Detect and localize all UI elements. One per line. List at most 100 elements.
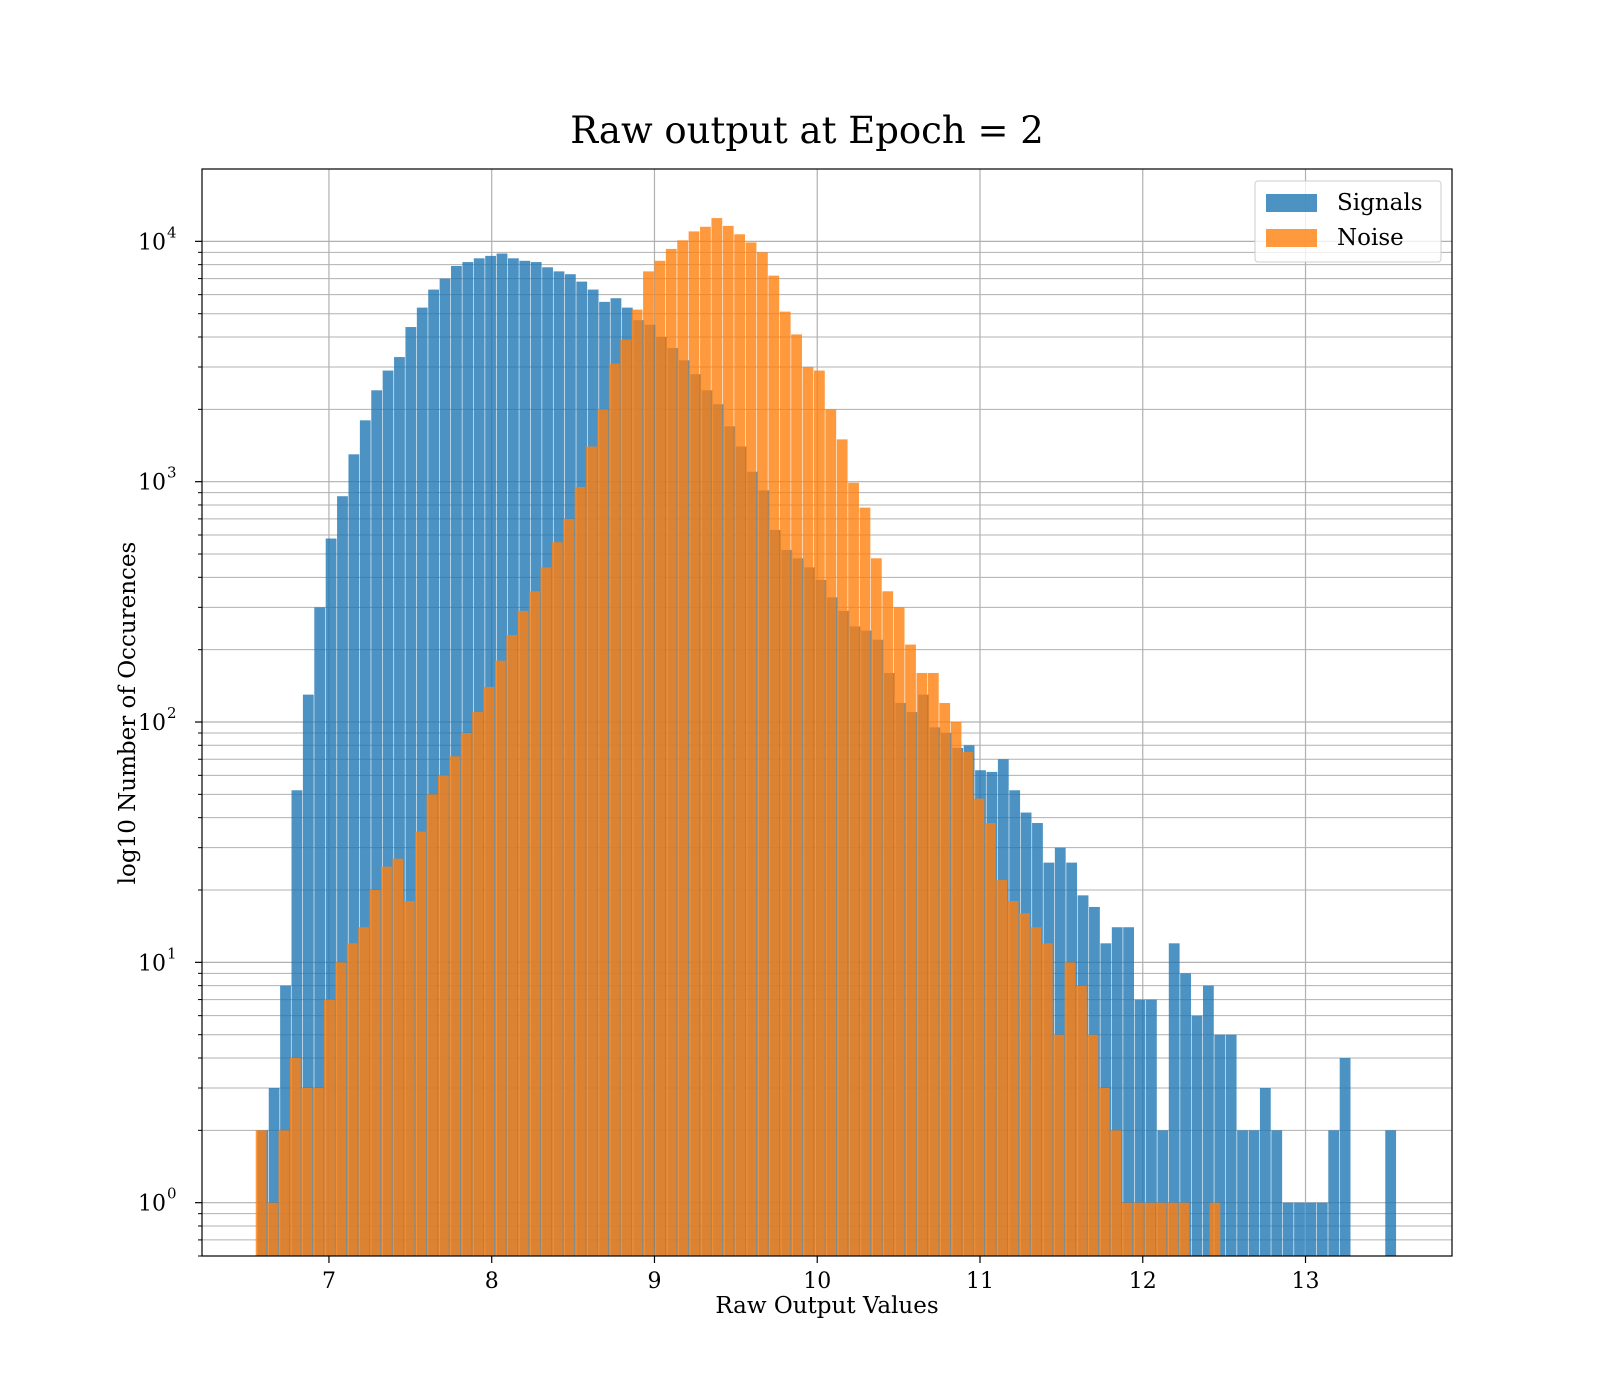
noise-bar bbox=[494, 660, 506, 1256]
noise-bar bbox=[665, 248, 677, 1257]
noise-bar bbox=[916, 672, 928, 1256]
noise-bar bbox=[574, 487, 586, 1256]
signals-bar bbox=[359, 420, 371, 1257]
chart-title: Raw output at Epoch = 2 bbox=[570, 109, 1044, 152]
legend: Signals Noise bbox=[1254, 180, 1442, 263]
x-tick-label: 13 bbox=[1292, 1269, 1320, 1294]
signals-bar bbox=[428, 289, 440, 1256]
signals-bar bbox=[1294, 1202, 1305, 1256]
legend-swatch-noise bbox=[1266, 229, 1317, 247]
signals-bar bbox=[405, 327, 417, 1256]
y-tick-exponent: 2 bbox=[167, 704, 177, 722]
noise-bar bbox=[620, 339, 632, 1256]
noise-bar bbox=[631, 309, 643, 1257]
noise-bar bbox=[460, 733, 472, 1256]
noise-bar bbox=[597, 409, 609, 1257]
signals-bar bbox=[1248, 1130, 1260, 1256]
noise-bar bbox=[1098, 1088, 1110, 1256]
y-tick-label: 10 bbox=[138, 1192, 166, 1217]
noise-bar bbox=[438, 775, 449, 1256]
noise-bar bbox=[392, 858, 404, 1256]
noise-bar bbox=[608, 363, 620, 1257]
plot-frame bbox=[201, 168, 1453, 1257]
noise-bar bbox=[802, 367, 814, 1256]
noise-bar bbox=[768, 275, 780, 1256]
signals-bar bbox=[1202, 985, 1214, 1256]
noise-bar bbox=[870, 558, 882, 1256]
noise-bar bbox=[415, 831, 427, 1256]
noise-bar bbox=[369, 890, 381, 1256]
signals-bar bbox=[1271, 1130, 1283, 1256]
noise-bar bbox=[267, 1202, 278, 1256]
noise-bar bbox=[346, 943, 358, 1256]
noise-bar bbox=[381, 866, 392, 1256]
noise-bar bbox=[1064, 962, 1076, 1256]
noise-bar bbox=[882, 591, 894, 1256]
noise-bar bbox=[677, 240, 689, 1256]
noise-bar bbox=[973, 798, 985, 1256]
noise-bar bbox=[1121, 1202, 1133, 1256]
noise-bar bbox=[335, 962, 347, 1256]
signals-bar bbox=[1134, 999, 1146, 1256]
signals-bar bbox=[1305, 1202, 1317, 1256]
signals-bar bbox=[348, 454, 360, 1256]
noise-bar bbox=[1110, 1130, 1121, 1256]
signals-bar bbox=[1339, 1057, 1351, 1256]
noise-bar bbox=[1155, 1202, 1167, 1256]
signals-bar bbox=[371, 390, 383, 1256]
y-tick-exponent: 4 bbox=[167, 223, 177, 241]
noise-bar bbox=[1041, 943, 1053, 1256]
signals-bar bbox=[1146, 999, 1157, 1256]
signals-bar bbox=[337, 496, 348, 1257]
noise-bar bbox=[540, 567, 552, 1256]
noise-bar bbox=[791, 334, 802, 1256]
x-tick-label: 10 bbox=[803, 1269, 831, 1294]
signals-bar bbox=[1157, 1130, 1169, 1256]
noise-bar bbox=[403, 901, 415, 1256]
signals-bar bbox=[325, 538, 337, 1256]
noise-bar bbox=[586, 446, 597, 1256]
x-tick-label: 8 bbox=[485, 1269, 499, 1294]
noise-bar bbox=[1019, 913, 1030, 1256]
signals-bar bbox=[1316, 1202, 1328, 1256]
signals-bar bbox=[314, 607, 326, 1256]
noise-bar bbox=[688, 231, 700, 1256]
noise-bar bbox=[517, 610, 529, 1256]
noise-bar bbox=[996, 880, 1008, 1256]
noise-bar bbox=[757, 252, 768, 1257]
noise-bar bbox=[745, 242, 757, 1256]
noise-bar bbox=[472, 712, 483, 1256]
signals-bar bbox=[268, 1088, 280, 1256]
signals-bar bbox=[1259, 1088, 1271, 1256]
noise-bar bbox=[289, 1057, 301, 1256]
x-tick-label: 11 bbox=[966, 1269, 994, 1294]
noise-bar bbox=[563, 518, 575, 1256]
signals-bar bbox=[280, 985, 291, 1256]
noise-bar bbox=[255, 1130, 267, 1256]
noise-bar bbox=[939, 702, 951, 1256]
legend-swatch-signals bbox=[1266, 194, 1317, 212]
noise-bar bbox=[893, 607, 905, 1256]
signals-bar bbox=[1385, 1130, 1397, 1256]
signals-bar bbox=[1180, 973, 1191, 1256]
signals-bar bbox=[1214, 1034, 1226, 1256]
noise-bar bbox=[426, 794, 438, 1256]
noise-bar bbox=[529, 591, 540, 1256]
noise-bar bbox=[1209, 1202, 1221, 1256]
noise-bar bbox=[1144, 1202, 1156, 1256]
signals-bar bbox=[1237, 1130, 1248, 1256]
noise-bar bbox=[779, 311, 791, 1256]
noise-bar bbox=[1178, 1202, 1190, 1256]
noise-bar bbox=[506, 635, 518, 1256]
noise-bar bbox=[483, 686, 495, 1256]
y-tick-label: 10 bbox=[138, 230, 166, 255]
noise-bar bbox=[722, 225, 734, 1257]
signals-bar bbox=[1191, 1015, 1203, 1256]
noise-bar bbox=[700, 226, 711, 1256]
signals-bar bbox=[302, 694, 314, 1256]
noise-bar bbox=[324, 999, 335, 1256]
noise-bar bbox=[711, 218, 723, 1256]
legend-label-signals: Signals bbox=[1337, 190, 1423, 216]
x-tick-label: 7 bbox=[322, 1269, 336, 1294]
